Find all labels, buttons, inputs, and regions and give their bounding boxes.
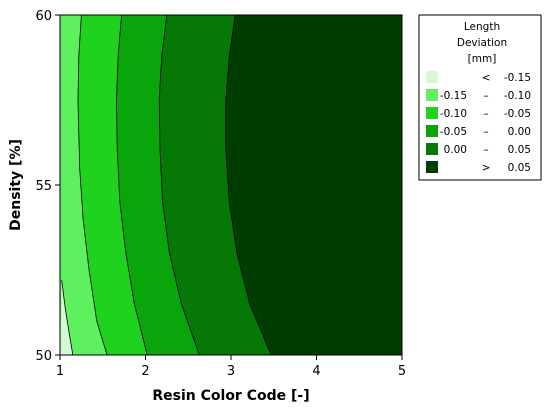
legend-entry: -0.05 – 0.00	[426, 125, 531, 138]
legend-box	[418, 14, 542, 181]
region-neg0.15-neg0.10	[60, 15, 108, 355]
plot-region-fills	[60, 15, 402, 355]
x-tick-label: 5	[398, 364, 406, 379]
legend-low: -0.10	[440, 108, 467, 120]
legend-entry: >0.05	[426, 161, 531, 174]
x-tick-label: 2	[141, 364, 149, 379]
contour-line-neg0.15	[61, 280, 74, 356]
legend-op: –	[483, 126, 488, 138]
legend-high: 0.05	[508, 144, 531, 156]
legend-title-line: [mm]	[468, 53, 497, 65]
legend-title-line: Deviation	[457, 37, 507, 49]
legend-low: -0.15	[440, 90, 467, 102]
legend-swatch	[426, 89, 438, 101]
legend-op: >	[482, 162, 491, 174]
x-tick-label: 4	[312, 364, 320, 379]
legend-entry: -0.10 – -0.05	[426, 107, 531, 120]
legend-swatch	[426, 107, 438, 119]
x-axis-label: Resin Color Code [-]	[152, 388, 309, 404]
legend-op: –	[483, 144, 488, 156]
legend-op: –	[483, 108, 488, 120]
contour-line-0	[158, 14, 200, 356]
legend-high: -0.15	[504, 72, 531, 84]
x-tick-label: 1	[56, 364, 64, 379]
legend-title-line: Length	[464, 21, 500, 33]
legend-high: 0.00	[508, 126, 531, 138]
y-axis-label: Density [%]	[8, 139, 24, 231]
contour-lines	[61, 14, 272, 356]
legend-title: Length Deviation [mm]	[457, 21, 507, 65]
legend-entry: < -0.15	[426, 71, 531, 84]
legend-swatch	[426, 161, 438, 173]
legend-entries: < -0.15-0.15– -0.10-0.10– -0.05-0.05–0.000.…	[426, 71, 531, 174]
legend-high: 0.05	[508, 162, 531, 174]
legend-op: –	[483, 90, 488, 102]
legend-high: -0.05	[504, 108, 531, 120]
legend-low: 0.00	[444, 144, 467, 156]
y-axis-ticks: 50 55 60	[35, 9, 60, 364]
y-tick-label: 55	[35, 179, 52, 194]
legend-op: <	[482, 72, 491, 84]
legend-swatch	[426, 71, 438, 83]
legend-high: -0.10	[504, 90, 531, 102]
y-tick-label: 50	[35, 349, 52, 364]
y-tick-label: 60	[35, 9, 52, 24]
contour-line-0.05	[225, 14, 272, 356]
legend-entry: -0.15 – -0.10	[426, 89, 531, 102]
x-tick-label: 3	[227, 364, 235, 379]
legend-swatch	[426, 125, 438, 137]
legend-swatch	[426, 143, 438, 155]
contour-line-neg0.1	[77, 14, 108, 356]
contour-line-neg0.05	[116, 14, 148, 356]
legend-entry: 0.00 – 0.05	[426, 143, 531, 156]
legend-low: -0.05	[440, 126, 467, 138]
x-axis-ticks: 1 2 3 4 5	[56, 355, 406, 379]
